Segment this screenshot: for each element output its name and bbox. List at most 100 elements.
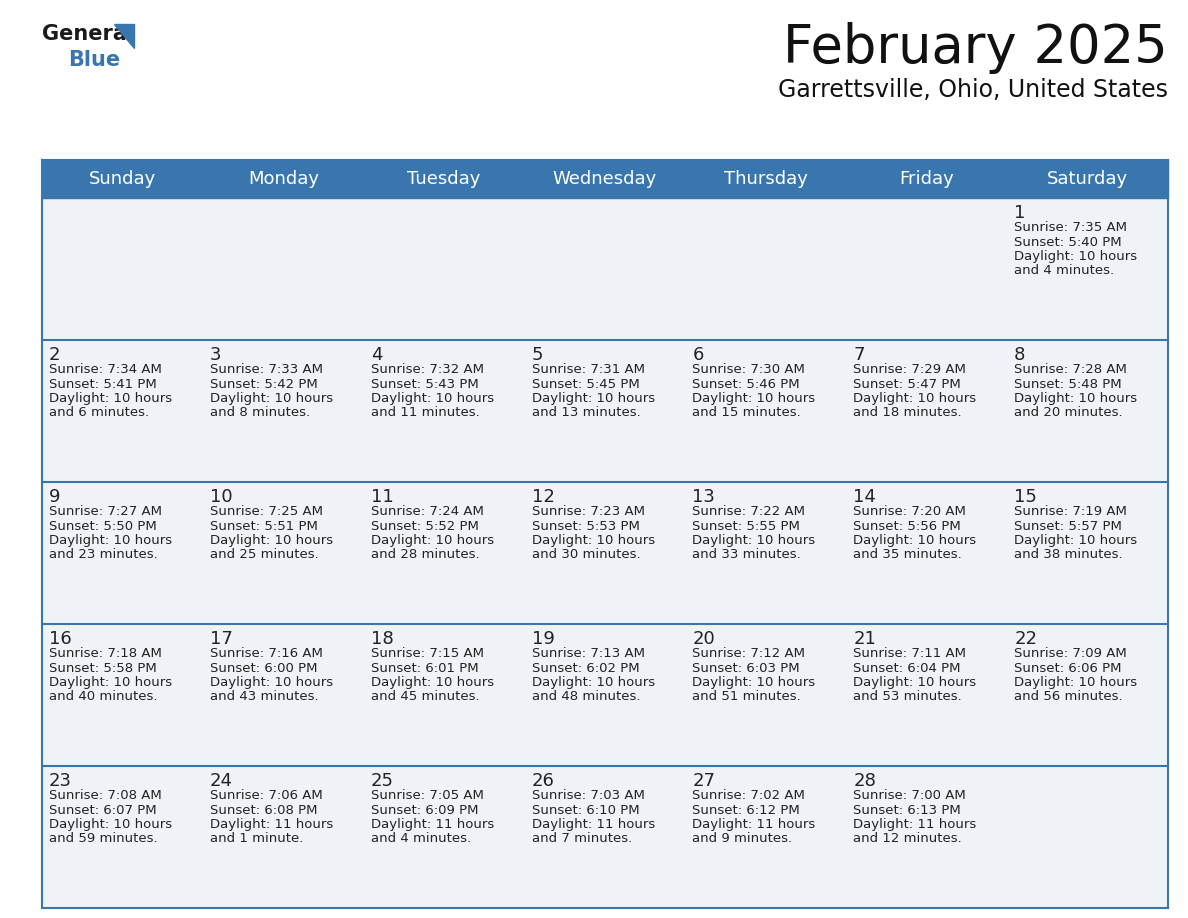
Bar [42, 482, 203, 624]
Text: Daylight: 11 hours: Daylight: 11 hours [853, 818, 977, 831]
Text: and 23 minutes.: and 23 minutes. [49, 548, 158, 562]
Text: Sunrise: 7:00 AM: Sunrise: 7:00 AM [853, 789, 966, 802]
Text: and 18 minutes.: and 18 minutes. [853, 407, 962, 420]
Bar [685, 766, 846, 908]
Text: and 12 minutes.: and 12 minutes. [853, 833, 962, 845]
Text: Daylight: 10 hours: Daylight: 10 hours [210, 534, 333, 547]
Text: 16: 16 [49, 630, 71, 648]
Bar [685, 340, 846, 482]
Text: 27: 27 [693, 772, 715, 790]
Text: Daylight: 10 hours: Daylight: 10 hours [210, 676, 333, 689]
Bar [42, 160, 1168, 198]
Text: Sunset: 5:53 PM: Sunset: 5:53 PM [531, 520, 639, 532]
Text: and 6 minutes.: and 6 minutes. [49, 407, 150, 420]
Text: and 13 minutes.: and 13 minutes. [531, 407, 640, 420]
Text: Sunrise: 7:15 AM: Sunrise: 7:15 AM [371, 647, 484, 660]
Text: Sunset: 6:00 PM: Sunset: 6:00 PM [210, 662, 317, 675]
Text: and 40 minutes.: and 40 minutes. [49, 690, 158, 703]
Text: 11: 11 [371, 488, 393, 506]
Text: 19: 19 [531, 630, 555, 648]
Text: Daylight: 11 hours: Daylight: 11 hours [531, 818, 655, 831]
Text: 25: 25 [371, 772, 393, 790]
Text: 3: 3 [210, 346, 221, 364]
Text: Sunrise: 7:13 AM: Sunrise: 7:13 AM [531, 647, 645, 660]
Text: Daylight: 11 hours: Daylight: 11 hours [210, 818, 333, 831]
Text: Daylight: 10 hours: Daylight: 10 hours [853, 534, 977, 547]
Text: and 59 minutes.: and 59 minutes. [49, 833, 158, 845]
Text: 9: 9 [49, 488, 61, 506]
Text: Sunset: 5:52 PM: Sunset: 5:52 PM [371, 520, 479, 532]
Text: Daylight: 10 hours: Daylight: 10 hours [531, 392, 655, 405]
Bar [1007, 624, 1168, 766]
Text: Sunrise: 7:35 AM: Sunrise: 7:35 AM [1015, 221, 1127, 234]
Text: Daylight: 10 hours: Daylight: 10 hours [1015, 392, 1137, 405]
Text: Sunrise: 7:16 AM: Sunrise: 7:16 AM [210, 647, 323, 660]
Text: Daylight: 10 hours: Daylight: 10 hours [49, 818, 172, 831]
Text: 26: 26 [531, 772, 555, 790]
Text: Sunrise: 7:12 AM: Sunrise: 7:12 AM [693, 647, 805, 660]
Text: Sunset: 6:12 PM: Sunset: 6:12 PM [693, 803, 801, 816]
Text: and 7 minutes.: and 7 minutes. [531, 833, 632, 845]
Text: 18: 18 [371, 630, 393, 648]
Text: Saturday: Saturday [1047, 170, 1129, 188]
Text: and 38 minutes.: and 38 minutes. [1015, 548, 1123, 562]
Text: Sunset: 5:45 PM: Sunset: 5:45 PM [531, 377, 639, 390]
Text: Sunrise: 7:28 AM: Sunrise: 7:28 AM [1015, 363, 1127, 376]
Text: Daylight: 10 hours: Daylight: 10 hours [693, 534, 815, 547]
Text: February 2025: February 2025 [783, 22, 1168, 74]
Text: Wednesday: Wednesday [552, 170, 657, 188]
Text: Daylight: 10 hours: Daylight: 10 hours [210, 392, 333, 405]
Text: and 53 minutes.: and 53 minutes. [853, 690, 962, 703]
Text: Daylight: 10 hours: Daylight: 10 hours [1015, 676, 1137, 689]
Text: Thursday: Thursday [723, 170, 808, 188]
Text: Daylight: 10 hours: Daylight: 10 hours [371, 534, 494, 547]
Bar [525, 766, 685, 908]
Text: and 8 minutes.: and 8 minutes. [210, 407, 310, 420]
Text: 22: 22 [1015, 630, 1037, 648]
Text: Sunset: 6:01 PM: Sunset: 6:01 PM [371, 662, 479, 675]
Text: Sunrise: 7:31 AM: Sunrise: 7:31 AM [531, 363, 645, 376]
Text: 20: 20 [693, 630, 715, 648]
Bar [203, 482, 364, 624]
Text: Sunset: 6:10 PM: Sunset: 6:10 PM [531, 803, 639, 816]
Text: Daylight: 10 hours: Daylight: 10 hours [531, 534, 655, 547]
Text: Sunset: 6:09 PM: Sunset: 6:09 PM [371, 803, 479, 816]
Text: 12: 12 [531, 488, 555, 506]
Text: and 30 minutes.: and 30 minutes. [531, 548, 640, 562]
Text: 14: 14 [853, 488, 877, 506]
Text: Sunrise: 7:22 AM: Sunrise: 7:22 AM [693, 505, 805, 518]
Text: and 43 minutes.: and 43 minutes. [210, 690, 318, 703]
Text: Sunrise: 7:11 AM: Sunrise: 7:11 AM [853, 647, 966, 660]
Text: 10: 10 [210, 488, 233, 506]
Text: Daylight: 11 hours: Daylight: 11 hours [371, 818, 494, 831]
Bar [1007, 766, 1168, 908]
Text: and 56 minutes.: and 56 minutes. [1015, 690, 1123, 703]
Bar [203, 198, 364, 340]
Text: Blue: Blue [68, 50, 120, 70]
Text: Daylight: 10 hours: Daylight: 10 hours [693, 392, 815, 405]
Text: Sunset: 5:41 PM: Sunset: 5:41 PM [49, 377, 157, 390]
Text: Sunday: Sunday [89, 170, 156, 188]
Text: and 33 minutes.: and 33 minutes. [693, 548, 801, 562]
Bar [525, 340, 685, 482]
Bar [525, 482, 685, 624]
Bar [846, 624, 1007, 766]
Bar [364, 340, 525, 482]
Text: 5: 5 [531, 346, 543, 364]
Text: and 28 minutes.: and 28 minutes. [371, 548, 479, 562]
Text: Tuesday: Tuesday [407, 170, 481, 188]
Text: and 25 minutes.: and 25 minutes. [210, 548, 318, 562]
Text: Sunrise: 7:20 AM: Sunrise: 7:20 AM [853, 505, 966, 518]
Text: and 4 minutes.: and 4 minutes. [371, 833, 470, 845]
Text: Sunset: 5:57 PM: Sunset: 5:57 PM [1015, 520, 1121, 532]
Text: Sunrise: 7:29 AM: Sunrise: 7:29 AM [853, 363, 966, 376]
Text: Sunrise: 7:02 AM: Sunrise: 7:02 AM [693, 789, 805, 802]
Text: Daylight: 10 hours: Daylight: 10 hours [531, 676, 655, 689]
Text: Daylight: 10 hours: Daylight: 10 hours [49, 534, 172, 547]
Text: 4: 4 [371, 346, 383, 364]
Bar [685, 624, 846, 766]
Text: Sunrise: 7:32 AM: Sunrise: 7:32 AM [371, 363, 484, 376]
Text: and 1 minute.: and 1 minute. [210, 833, 303, 845]
Text: and 20 minutes.: and 20 minutes. [1015, 407, 1123, 420]
Text: and 51 minutes.: and 51 minutes. [693, 690, 801, 703]
